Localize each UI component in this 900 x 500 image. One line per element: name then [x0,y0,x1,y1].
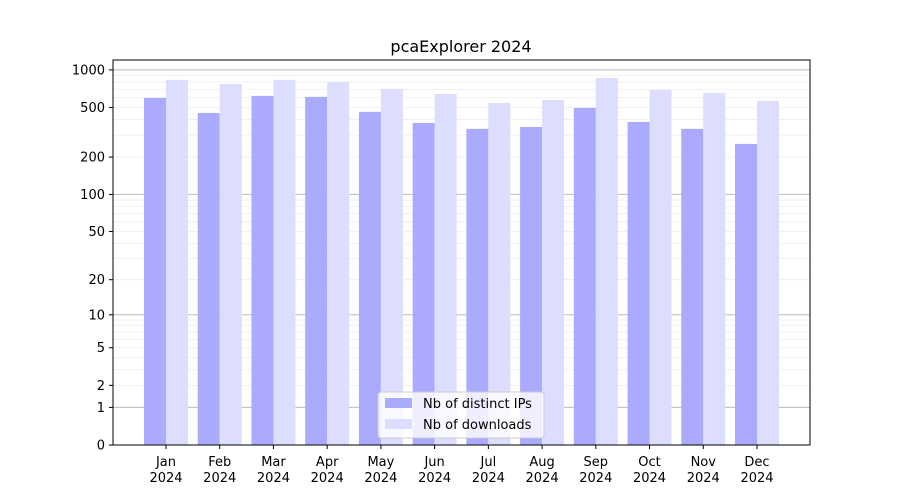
bar-downloads [380,88,403,446]
bar-distinct-ips [358,111,381,445]
x-tick-label-year: 2024 [203,471,236,486]
x-tick-label: Jan [155,455,176,470]
y-tick-label: 2 [97,379,105,394]
x-tick-label-year: 2024 [257,471,290,486]
x-tick-label: Apr [316,455,339,470]
bar-distinct-ips [735,143,757,445]
x-tick-label-year: 2024 [579,471,612,486]
bar-distinct-ips [412,122,435,445]
y-tick-label: 1 [97,401,105,416]
plot-frame [112,59,811,446]
bar-downloads [434,93,457,445]
y-tick-label: 1000 [72,63,105,78]
x-tick-label-year: 2024 [418,471,451,486]
bar-downloads [649,89,672,446]
x-tick-label-year: 2024 [687,471,720,486]
bar-distinct-ips [305,96,328,445]
x-tick-label: Aug [529,455,554,470]
x-tick-label: May [367,455,394,470]
bar-distinct-ips [197,112,220,446]
legend-box [377,391,545,439]
legend-swatch [385,398,412,408]
bar-downloads [488,102,511,445]
x-tick-label-year: 2024 [633,471,666,486]
y-tick-label: 500 [80,101,105,116]
bar-downloads [219,83,242,446]
bar-distinct-ips [144,97,166,445]
y-tick-label: 100 [80,188,105,203]
bar-distinct-ips [681,128,704,445]
x-tick-label-year: 2024 [364,471,397,486]
bar-distinct-ips [251,95,274,446]
legend-swatch [385,419,412,429]
x-tick-label: Sep [584,455,609,470]
bar-distinct-ips [520,126,543,445]
bar-downloads [166,79,188,445]
x-tick-label: Oct [638,455,660,470]
bar-distinct-ips [466,128,489,445]
x-tick-label-year: 2024 [311,471,344,486]
bar-distinct-ips [627,121,650,446]
x-tick-label: Dec [744,455,769,470]
x-tick-label-year: 2024 [149,471,182,486]
x-tick-label: Feb [208,455,231,470]
bar-downloads [757,100,779,445]
x-tick-label-year: 2024 [472,471,505,486]
bar-downloads [595,77,618,446]
y-tick-label: 10 [88,308,105,323]
legend-label: Nb of distinct IPs [423,397,532,412]
y-tick-label: 0 [97,439,105,454]
x-tick-label-year: 2024 [740,471,773,486]
x-tick-label: Jun [423,455,444,470]
bar-downloads [703,92,726,445]
x-tick-label: Nov [691,455,717,470]
x-tick-label-year: 2024 [526,471,559,486]
bar-downloads [327,81,350,446]
bar-distinct-ips [573,107,596,446]
y-tick-label: 5 [97,341,105,356]
x-tick-label: Mar [261,455,286,470]
bar-downloads [542,99,565,445]
bar-downloads [273,79,296,445]
y-tick-label: 50 [88,225,105,240]
y-tick-label: 200 [80,151,105,166]
y-tick-label: 20 [88,273,105,288]
chart-title: pcaExplorer 2024 [390,37,531,56]
legend-label: Nb of downloads [423,418,532,433]
x-tick-label: Jul [480,455,497,470]
